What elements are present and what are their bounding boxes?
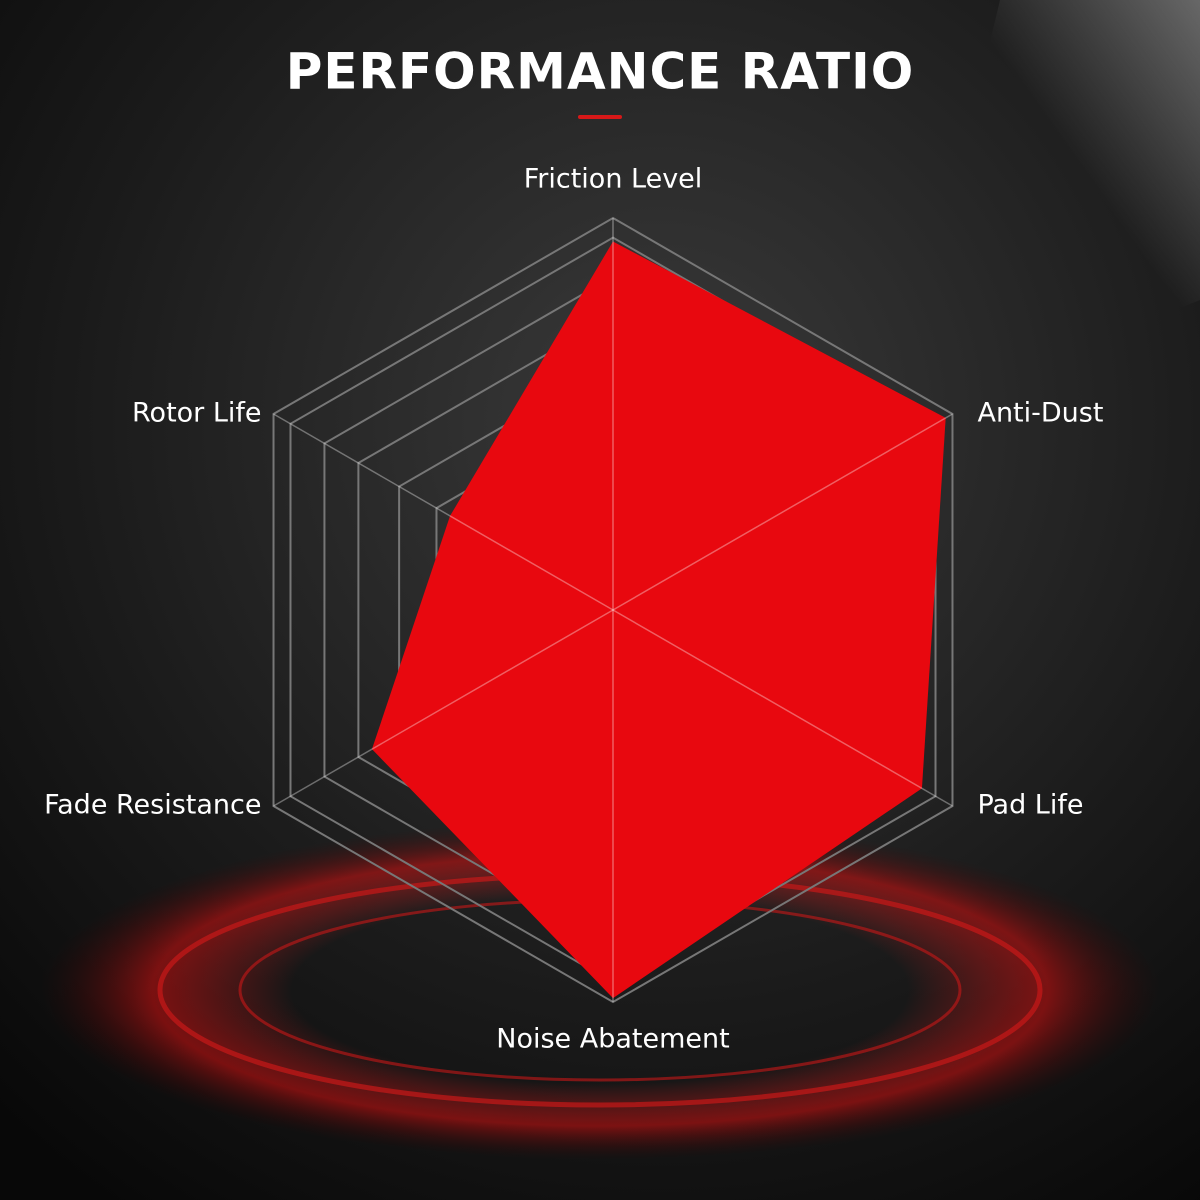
spoke <box>273 413 614 611</box>
spoke <box>612 413 953 611</box>
axis-label: Noise Abatement <box>496 1024 729 1055</box>
plot: Friction Level Anti-Dust Pad Life Noise Aba… <box>44 164 1103 1055</box>
chart-title: PERFORMANCE RATIO <box>286 43 915 101</box>
light-beam <box>900 0 1200 420</box>
title-underline <box>578 115 622 119</box>
axis-label: Fade Resistance <box>44 790 261 821</box>
axis-label: Anti-Dust <box>977 398 1103 429</box>
spoke <box>612 609 953 807</box>
glow-ring <box>40 820 1160 1160</box>
axis-label: Rotor Life <box>132 398 262 429</box>
data-area <box>371 241 946 999</box>
grid-ring <box>272 216 954 1004</box>
axis-label: Pad Life <box>977 790 1083 821</box>
spoke <box>273 609 614 807</box>
axis-label: Friction Level <box>524 164 703 195</box>
